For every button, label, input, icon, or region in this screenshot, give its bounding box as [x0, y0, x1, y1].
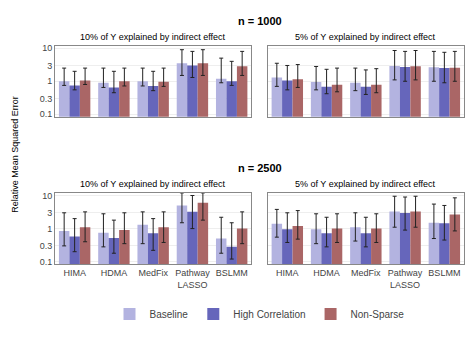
svg-text:10% of Y explained by indirect: 10% of Y explained by indirect effect: [80, 32, 226, 42]
svg-text:HIMA: HIMA: [63, 268, 86, 278]
svg-text:1: 1: [47, 76, 52, 86]
svg-text:Non-Sparse: Non-Sparse: [351, 309, 405, 320]
svg-text:n = 1000: n = 1000: [238, 15, 282, 27]
svg-text:0.1: 0.1: [40, 257, 53, 267]
svg-text:MedFix: MedFix: [138, 268, 168, 278]
svg-text:n = 2500: n = 2500: [238, 162, 282, 174]
svg-text:3: 3: [47, 208, 52, 218]
svg-text:Relative Mean Squared Error: Relative Mean Squared Error: [10, 96, 20, 213]
svg-text:PathwayLASSO: PathwayLASSO: [175, 268, 210, 290]
svg-text:BSLMM: BSLMM: [216, 268, 248, 278]
svg-text:Baseline: Baseline: [150, 309, 189, 320]
svg-text:5% of Y explained by indirect: 5% of Y explained by indirect effect: [295, 32, 436, 42]
svg-text:3: 3: [47, 61, 52, 71]
svg-text:1: 1: [47, 224, 52, 234]
svg-text:HIMA: HIMA: [276, 268, 299, 278]
svg-text:BSLMM: BSLMM: [428, 268, 460, 278]
svg-text:0.3: 0.3: [40, 241, 53, 251]
svg-text:10: 10: [42, 191, 52, 201]
svg-text:0.3: 0.3: [40, 94, 53, 104]
svg-text:HDMA: HDMA: [313, 268, 340, 278]
svg-text:High Correlation: High Correlation: [233, 309, 305, 320]
svg-text:10: 10: [42, 43, 52, 53]
svg-text:PathwayLASSO: PathwayLASSO: [388, 268, 423, 290]
svg-text:HDMA: HDMA: [101, 268, 128, 278]
svg-text:5% of Y explained by indirect: 5% of Y explained by indirect effect: [295, 179, 436, 189]
svg-text:0.1: 0.1: [40, 109, 53, 119]
svg-text:MedFix: MedFix: [351, 268, 381, 278]
svg-text:10% of Y explained by indirect: 10% of Y explained by indirect effect: [80, 179, 226, 189]
